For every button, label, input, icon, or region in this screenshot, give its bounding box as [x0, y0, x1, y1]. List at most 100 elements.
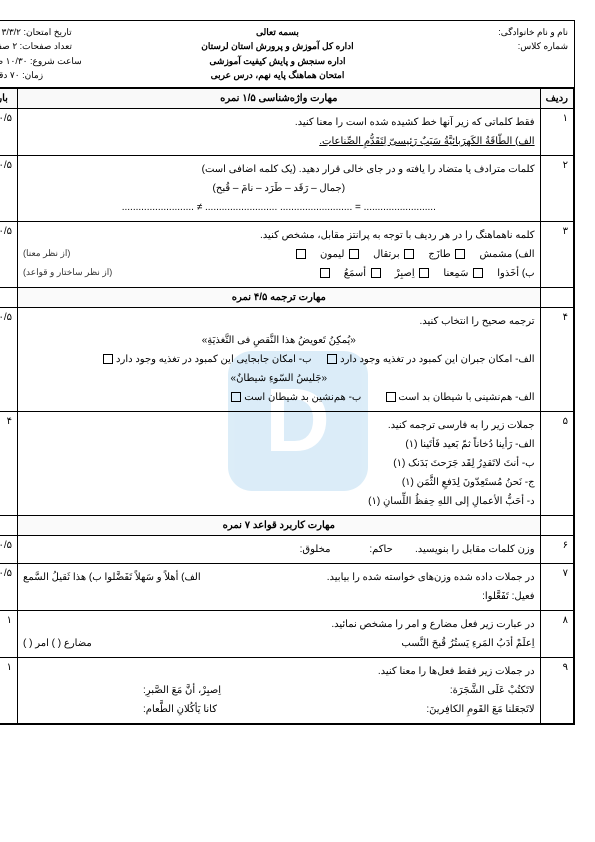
q3a-note: (از نظر معنا)	[23, 245, 70, 262]
q8-score: ۱	[0, 610, 18, 657]
q5-num: ۵	[540, 411, 573, 515]
q6-score: ۰/۵	[0, 535, 18, 563]
checkbox-icon[interactable]	[231, 392, 241, 402]
q7-num: ۷	[540, 563, 573, 610]
q7-ex: الف) أهلاً و سَهلاً تَفَضَّلوا ب) هذا ثَ…	[23, 568, 201, 587]
q7-score: ۰/۵	[0, 563, 18, 610]
q3b-o1: سَمِعنا	[443, 264, 468, 283]
q1-num: ۱	[540, 108, 573, 155]
q9-l1: لاتَکتُبْ عَلَی الشَّجَرَة:	[450, 685, 535, 696]
question-9: ۹ در جملات زیر فقط فعل‌ها را معنا کنید. …	[0, 657, 574, 723]
org-line-1: اداره کل آموزش و پرورش استان لرستان	[163, 39, 392, 53]
q6-num: ۶	[540, 535, 573, 563]
page-count: تعداد صفحات: ۲ صفحه	[0, 39, 151, 53]
q3b-note: (از نظر ساختار و قواعد)	[23, 264, 112, 281]
q4-ar1: «یُمکِنُ تَعویضُ هذا النَّقصِ فی التَّغذ…	[23, 331, 535, 350]
exam-table: ردیف مهارت واژه‌شناسی ۱/۵ نمره بارم ۱ فق…	[0, 88, 574, 724]
bismillah: بسمه تعالی	[163, 25, 392, 39]
q6-text: وزن کلمات مقابل را بنویسید.	[415, 544, 535, 555]
question-2: ۲ کلمات مترادف یا متضاد را یافته و در جا…	[0, 155, 574, 221]
q1-score: ۰/۵	[0, 108, 18, 155]
q3a-label: الف) مشمش	[479, 245, 534, 264]
student-name-label: نام و نام خانوادگی:	[404, 25, 568, 39]
q5-score: ۴	[0, 411, 18, 515]
checkbox-icon[interactable]	[455, 249, 465, 259]
q9-l3: اِصبِرْ، أنَّ مَعَ الصَّبرِ:	[143, 681, 221, 700]
q9-num: ۹	[540, 657, 573, 723]
q4-a2a: الف- هم‌نشینی با شیطان بد است	[398, 392, 534, 403]
header-left: تاریخ امتحان: ۱۴۰۳/۳/۲ تعداد صفحات: ۲ صف…	[0, 21, 157, 87]
q1-body: فقط کلماتی که زیر آنها خط کشیده شده است …	[18, 108, 541, 155]
q4-num: ۴	[540, 307, 573, 411]
section-3-title: مهارت کاربرد قواعد ۷ نمره	[18, 515, 541, 535]
q7-sub: فعیل: تَفَعَّلوا:	[482, 591, 534, 602]
col-score-header: بارم	[0, 88, 18, 108]
q8-body: در عبارت زیر فعل مضارع و امر را مشخص نما…	[18, 610, 541, 657]
question-5: ۵ جملات زیر را به فارسی ترجمه کنید. الف-…	[0, 411, 574, 515]
q7-body: در جملات داده شده وزن‌های خواسته شده را …	[18, 563, 541, 610]
col-num-header: ردیف	[540, 88, 573, 108]
question-1: ۱ فقط کلماتی که زیر آنها خط کشیده شده اس…	[0, 108, 574, 155]
q6-w1: حاکم:	[369, 544, 392, 555]
q9-text: در جملات زیر فقط فعل‌ها را معنا کنید.	[23, 662, 535, 681]
q3-body: کلمه ناهماهنگ را در هر ردیف با توجه به پ…	[18, 221, 541, 287]
q9-row2: لاتَجعَلنا مَعَ القَومِ الکافِرینَ: کانا…	[23, 700, 535, 719]
q3b-o3: أسمَعُ	[344, 264, 366, 283]
q3-num: ۳	[540, 221, 573, 287]
q3-row-a: الف) مشمش طازَج برتقال لیمون (از نظر معن…	[23, 245, 535, 264]
section-2-row: مهارت ترجمه ۴/۵ نمره	[0, 287, 574, 307]
q9-row1: لاتَکتُبْ عَلَی الشَّجَرَة: اِصبِرْ، أنَ…	[23, 681, 535, 700]
q9-l2: لاتَجعَلنا مَعَ القَومِ الکافِرینَ:	[426, 704, 534, 715]
q4-a1b: ب- امکان جابجایی این کمبود در تغذیه وجود…	[116, 354, 311, 365]
checkbox-icon[interactable]	[371, 268, 381, 278]
q4-text: ترجمه صحیح را انتخاب کنید.	[23, 312, 535, 331]
q8-ar: اِعلَمْ أدَبُ المَرءِ یَستُرُ قُبحَ النَ…	[401, 638, 534, 649]
q6-body: وزن کلمات مقابل را بنویسید. حاکم: مخلوق:	[18, 535, 541, 563]
q3a-o1: طازَج	[428, 245, 450, 264]
checkbox-icon[interactable]	[327, 354, 337, 364]
question-6: ۶ وزن کلمات مقابل را بنویسید. حاکم: مخلو…	[0, 535, 574, 563]
question-3: ۳ کلمه ناهماهنگ را در هر ردیف با توجه به…	[0, 221, 574, 287]
checkbox-icon[interactable]	[296, 249, 306, 259]
question-8: ۸ در عبارت زیر فعل مضارع و امر را مشخص ن…	[0, 610, 574, 657]
q3-row-b: ب) أخَذوا سَمِعنا اِصبِرْ أسمَعُ (از نظر…	[23, 264, 535, 283]
q3-text: کلمه ناهماهنگ را در هر ردیف با توجه به پ…	[23, 226, 535, 245]
checkbox-icon[interactable]	[473, 268, 483, 278]
q2-score: ۰/۵	[0, 155, 18, 221]
exam-page: نام و نام خانوادگی: شماره کلاس: بسمه تعا…	[0, 20, 575, 725]
checkbox-icon[interactable]	[404, 249, 414, 259]
q9-l4: کانا یَأکُلانِ الطَّعام:	[143, 700, 217, 719]
checkbox-icon[interactable]	[386, 392, 396, 402]
q8-text: در عبارت زیر فعل مضارع و امر را مشخص نما…	[23, 615, 535, 634]
q3a-o2: برتقال	[373, 245, 399, 264]
q4-a2b: ب- هم‌نشین بد شیطان است	[244, 392, 361, 403]
header-right: نام و نام خانوادگی: شماره کلاس:	[398, 21, 574, 87]
q4-body: ترجمه صحیح را انتخاب کنید. «یُمکِنُ تَعو…	[18, 307, 541, 411]
q5-text: جملات زیر را به فارسی ترجمه کنید.	[23, 416, 535, 435]
q9-body: در جملات زیر فقط فعل‌ها را معنا کنید. لا…	[18, 657, 541, 723]
section-3-row: مهارت کاربرد قواعد ۷ نمره	[0, 515, 574, 535]
checkbox-icon[interactable]	[103, 354, 113, 364]
q2-num: ۲	[540, 155, 573, 221]
q5-l4: د- أحَبُّ الأعمالِ إلی اللهِ حِفظُ اللِّ…	[23, 492, 535, 511]
q3b-label: ب) أخَذوا	[497, 264, 534, 283]
q6-w2: مخلوق:	[300, 544, 331, 555]
q4-score: ۰/۵	[0, 307, 18, 411]
checkbox-icon[interactable]	[419, 268, 429, 278]
checkbox-icon[interactable]	[349, 249, 359, 259]
q3-score: ۰/۵	[0, 221, 18, 287]
q2-text: کلمات مترادف یا متضاد را یافته و در جای …	[23, 160, 535, 179]
section-2-title: مهارت ترجمه ۴/۵ نمره	[18, 287, 541, 307]
checkbox-icon[interactable]	[320, 268, 330, 278]
class-number-label: شماره کلاس:	[404, 39, 568, 53]
q4-a1a: الف- امکان جبران این کمبود در تغذیه وجود…	[340, 354, 534, 365]
q3b-o2: اِصبِرْ	[395, 264, 415, 283]
q8-sub: مضارع ( ) امر ( )	[23, 634, 92, 653]
exam-title: امتحان هماهنگ پایه نهم، درس عربی	[163, 68, 392, 82]
header-center: بسمه تعالی اداره کل آموزش و پرورش استان …	[157, 21, 398, 87]
q5-l2: ب- أنتَ لاتَقدِرُ لِقَد جَرَحتَ بَدَنک (…	[23, 454, 535, 473]
duration: زمان: ۷۰ دقیقه	[0, 68, 151, 82]
exam-date: تاریخ امتحان: ۱۴۰۳/۳/۲	[0, 25, 151, 39]
q1-line: الف) الطّاقَةُ الکَهرَبائیَّةُ سَبَبٌ رَ…	[23, 132, 535, 151]
q4-ar2: «جَلیسُ السّوءِ شیطانٌ»	[23, 369, 535, 388]
